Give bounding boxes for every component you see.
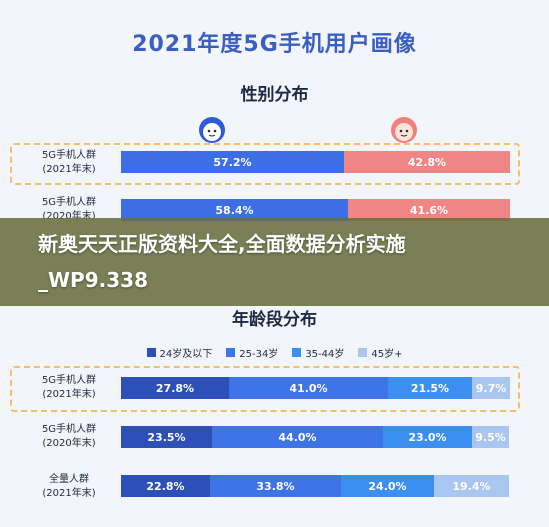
age-bar-label-r1-s3: 9.5%	[475, 430, 506, 444]
age-legend: 24岁及以下 25-34岁 35-44岁 45岁+	[0, 345, 549, 360]
age-bar-label-r1-s0: 23.5%	[147, 430, 186, 444]
gender-bar-label-r0-s1: 42.8%	[407, 155, 447, 169]
legend-item-1: 25-34岁	[226, 345, 278, 360]
gender-bar-label-r0-s0: 57.2%	[213, 155, 252, 169]
age-bar-label-r0-s0: 27.8%	[155, 381, 195, 395]
age-bar-r0-s3: 9.7%	[472, 377, 510, 399]
age-section-title: 年龄段分布	[232, 310, 317, 330]
legend-swatch-3	[358, 348, 368, 357]
age-bar-r2-s3: 19.4%	[434, 475, 509, 497]
age-bar-label-r0-s1: 41.0%	[289, 381, 328, 395]
age-bar-label-r0-s3: 9.7%	[475, 381, 507, 395]
gender-bar-r0-s1: 42.8%	[344, 151, 510, 173]
legend-label-1: 25-34岁	[239, 349, 279, 360]
gender-bar-label-r1-s1: 41.6%	[409, 203, 449, 217]
gender-section-title: 性别分布	[240, 85, 309, 105]
age-row-label-0: 5G手机人群 (2021年末)	[41, 375, 97, 400]
age-bar-r2-s0: 22.8%	[121, 475, 210, 497]
overlay-banner-text: 新奥天天正版资料大全,全面数据分析实施_WP9.338	[38, 232, 406, 292]
age-bar-r1-s2: 23.0%	[383, 426, 472, 448]
legend-swatch-2	[292, 348, 302, 357]
page-title: 2021年度5G手机用户画像	[132, 32, 417, 57]
age-bar-r1-s0: 23.5%	[121, 426, 212, 448]
legend-label-2: 35-44岁	[305, 349, 345, 360]
highlight-box-gender	[10, 143, 520, 185]
age-bar-r1-s3: 9.5%	[472, 426, 509, 448]
legend-label-3: 45岁+	[371, 349, 403, 360]
age-bar-label-r2-s1: 33.8%	[256, 479, 295, 493]
gender-bar-r1-s1: 41.6%	[348, 199, 510, 221]
age-bar-label-r0-s2: 21.5%	[410, 381, 450, 395]
age-row-label-2: 全量人群 (2021年末)	[42, 474, 96, 499]
age-bar-r2-s2: 24.0%	[341, 475, 434, 497]
age-bar-label-r2-s2: 24.0%	[368, 479, 407, 493]
legend-item-2: 35-44岁	[292, 345, 344, 360]
gender-row-label-2020: 5G手机人群 (2020年末)	[41, 197, 97, 222]
female-avatar-icon	[391, 117, 417, 143]
overlay-banner	[0, 218, 549, 306]
gender-bar-label-r1-s0: 58.4%	[215, 203, 254, 217]
age-bar-r2-s1: 33.8%	[210, 475, 341, 497]
age-row-label-1: 5G手机人群 (2020年末)	[41, 424, 97, 449]
legend-swatch-1	[226, 348, 236, 357]
age-bar-r0-s1: 41.0%	[229, 377, 388, 399]
age-bar-r1-s1: 44.0%	[212, 426, 383, 448]
age-bar-label-r2-s0: 22.8%	[146, 479, 185, 493]
gender-bar-r0-s0: 57.2%	[121, 151, 344, 173]
gender-row-label-2021: 5G手机人群 (2021年末)	[41, 150, 97, 175]
age-bar-label-r1-s2: 23.0%	[408, 430, 447, 444]
male-avatar-icon	[199, 117, 225, 143]
age-bar-label-r1-s1: 44.0%	[278, 430, 317, 444]
age-bar-r0-s2: 21.5%	[388, 377, 472, 399]
legend-item-3: 45岁+	[358, 345, 402, 360]
age-bar-r0-s0: 27.8%	[121, 377, 229, 399]
highlight-box-age	[10, 366, 520, 412]
gender-bar-r1-s0: 58.4%	[121, 199, 348, 221]
legend-swatch-0	[146, 348, 156, 357]
legend-item-0: 24岁及以下	[146, 345, 213, 360]
legend-label-0: 24岁及以下	[159, 349, 213, 360]
age-bar-label-r2-s3: 19.4%	[452, 479, 491, 493]
